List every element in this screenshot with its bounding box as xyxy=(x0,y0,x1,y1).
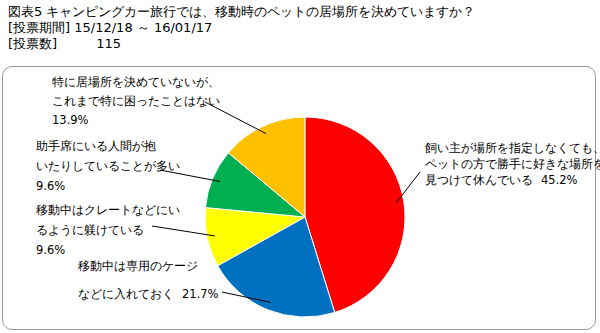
html-text:[投票期間] 15/12/18 ～ 16/01/17: [投票期間] 15/12/18 ～ 16/01/17 xyxy=(8,20,213,35)
svg-text:助手席にいる人間が抱いたりしていることが多い9.6%: 助手席にいる人間が抱いたりしていることが多い9.6% xyxy=(36,139,180,193)
svg-text:飼い主が場所を指定しなくても、ペットの方で勝手に好きな場所を: 飼い主が場所を指定しなくても、ペットの方で勝手に好きな場所を見つけて休んでいる4… xyxy=(425,141,592,187)
svg-text:移動中はクレートなどにいるように躾けている9.6%: 移動中はクレートなどにいるように躾けている9.6% xyxy=(36,203,180,257)
svg-text:移動中は専用のケージなどに入れておく21.7%: 移動中は専用のケージなどに入れておく21.7% xyxy=(78,259,219,301)
html-text:図表5 キャンピングカー旅行では、移動時のペットの居場所を決: 図表5 キャンピングカー旅行では、移動時のペットの居場所を決めていますか？ xyxy=(8,4,476,19)
html-text:[投票数] 115: [投票数] 115 xyxy=(8,36,121,51)
svg-text:特に居場所を決めていないが、これまで特に困ったことはない13: 特に居場所を決めていないが、これまで特に困ったことはない13.9% xyxy=(52,75,220,127)
